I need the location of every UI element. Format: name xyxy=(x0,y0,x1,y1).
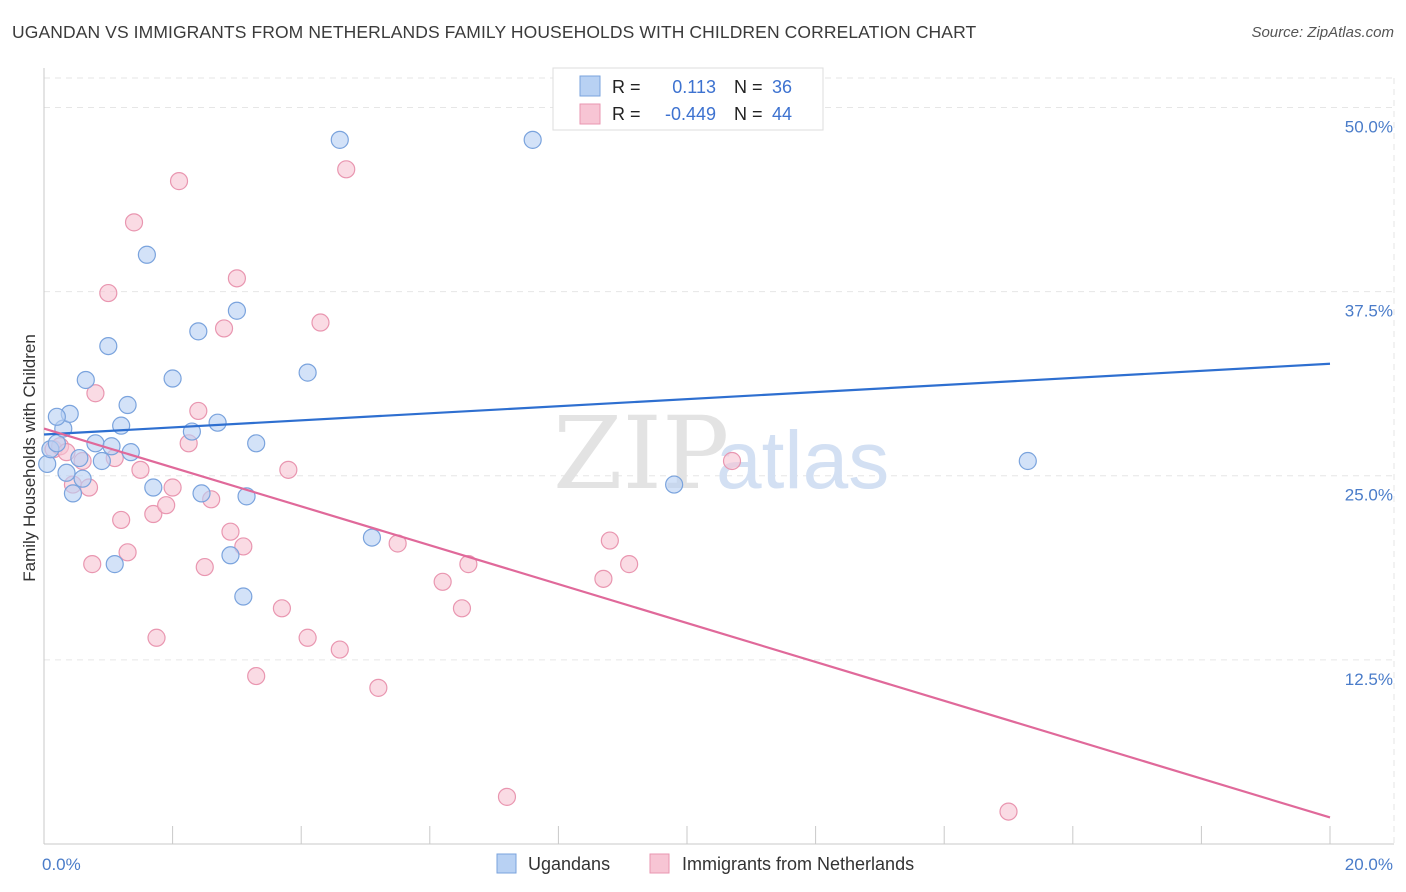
point-netherlands xyxy=(279,460,298,479)
y-tick-label: 50.0% xyxy=(1345,117,1393,136)
point-ugandans xyxy=(362,528,382,547)
series-legend-swatch-ugandans xyxy=(496,853,517,874)
point-netherlands xyxy=(433,572,452,591)
point-netherlands xyxy=(459,555,478,574)
chart-source: Source: ZipAtlas.com xyxy=(1251,24,1394,41)
point-ugandans xyxy=(144,478,163,497)
trend-layer xyxy=(43,362,1331,819)
trend-line-ugandans xyxy=(43,362,1331,436)
point-netherlands xyxy=(600,531,619,550)
point-ugandans xyxy=(105,555,124,574)
point-ugandans xyxy=(330,130,349,149)
legend-r-value-1: 0.113 xyxy=(672,77,716,97)
y-axis-title: Family Households with Children xyxy=(20,334,39,582)
series-legend-label-ugandans: Ugandans xyxy=(528,854,610,874)
point-ugandans xyxy=(221,546,240,565)
point-ugandans xyxy=(92,451,111,471)
y-tick-label: 12.5% xyxy=(1345,670,1393,689)
point-netherlands xyxy=(227,269,246,288)
grid-layer xyxy=(44,77,1395,844)
point-ugandans xyxy=(99,337,118,356)
point-netherlands xyxy=(369,678,388,697)
point-netherlands xyxy=(272,599,292,618)
point-netherlands xyxy=(147,628,166,647)
point-ugandans xyxy=(665,475,684,494)
series-legend-swatch-netherlands xyxy=(649,853,670,874)
legend-swatch-blue xyxy=(579,75,601,97)
point-netherlands xyxy=(214,319,234,338)
point-netherlands xyxy=(620,555,639,574)
point-ugandans xyxy=(38,454,57,474)
legend-swatch-pink xyxy=(579,103,601,125)
point-ugandans xyxy=(63,484,83,503)
point-netherlands xyxy=(298,628,317,647)
point-netherlands xyxy=(999,802,1018,821)
x-tick-label: 0.0% xyxy=(42,855,81,874)
ticklabel-layer: 12.5% 25.0% 37.5% 50.0% 0.0% 20.0% xyxy=(42,117,1393,874)
x-tick-label: 20.0% xyxy=(1345,855,1393,874)
y-tick-label: 25.0% xyxy=(1345,486,1393,505)
legend-r-label-1: R = xyxy=(612,77,641,97)
point-netherlands xyxy=(234,537,253,556)
point-netherlands xyxy=(189,401,208,421)
watermark: ZIP atlas xyxy=(553,395,889,512)
point-netherlands xyxy=(118,543,137,562)
point-ugandans xyxy=(47,407,66,426)
point-ugandans xyxy=(137,245,156,264)
point-netherlands xyxy=(131,460,150,479)
point-netherlands xyxy=(722,451,742,471)
point-ugandans xyxy=(57,463,76,482)
point-netherlands xyxy=(221,522,240,541)
point-netherlands xyxy=(594,569,613,588)
trend-line-netherlands xyxy=(43,427,1331,819)
points-layer xyxy=(38,130,1037,821)
point-netherlands xyxy=(144,504,163,524)
point-ugandans xyxy=(1018,451,1037,471)
point-ugandans xyxy=(163,369,182,388)
point-netherlands xyxy=(99,283,118,303)
point-netherlands xyxy=(452,599,472,618)
watermark-zip: ZIP xyxy=(553,395,729,512)
point-netherlands xyxy=(157,496,176,515)
y-tick-label: 37.5% xyxy=(1345,302,1393,321)
point-ugandans xyxy=(73,469,92,488)
point-netherlands xyxy=(124,213,144,232)
point-ugandans xyxy=(189,322,208,341)
legend-r-value-2: -0.449 xyxy=(665,104,716,124)
point-ugandans xyxy=(523,130,542,149)
point-ugandans xyxy=(227,301,246,320)
point-netherlands xyxy=(311,313,330,332)
point-netherlands xyxy=(330,640,349,659)
legend-n-value-2: 44 xyxy=(772,104,792,124)
point-ugandans xyxy=(76,370,95,390)
point-netherlands xyxy=(163,478,182,497)
point-netherlands xyxy=(247,666,266,686)
point-ugandans xyxy=(247,434,266,453)
correlation-legend: R = 0.113 N = 36 R = -0.449 N = 44 xyxy=(552,67,824,131)
point-ugandans xyxy=(192,484,211,503)
point-netherlands xyxy=(112,510,131,530)
legend-n-label-1: N = xyxy=(734,77,763,97)
legend-n-label-2: N = xyxy=(734,104,763,124)
point-netherlands xyxy=(83,555,102,574)
point-ugandans xyxy=(298,363,317,382)
point-netherlands xyxy=(86,384,105,403)
legend-n-value-1: 36 xyxy=(772,77,792,97)
chart-title: UGANDAN VS IMMIGRANTS FROM NETHERLANDS F… xyxy=(12,22,977,42)
series-legend-label-netherlands: Immigrants from Netherlands xyxy=(682,854,914,874)
point-netherlands xyxy=(337,160,356,179)
point-ugandans xyxy=(208,413,227,432)
point-ugandans xyxy=(118,395,137,415)
point-netherlands xyxy=(195,557,214,577)
point-netherlands xyxy=(497,787,517,806)
watermark-atlas: atlas xyxy=(716,415,889,506)
legend-r-label-2: R = xyxy=(612,104,641,124)
point-ugandans xyxy=(234,587,253,606)
point-ugandans xyxy=(70,448,89,468)
series-legend: Ugandans Immigrants from Netherlands xyxy=(496,853,914,874)
point-netherlands xyxy=(169,172,189,191)
